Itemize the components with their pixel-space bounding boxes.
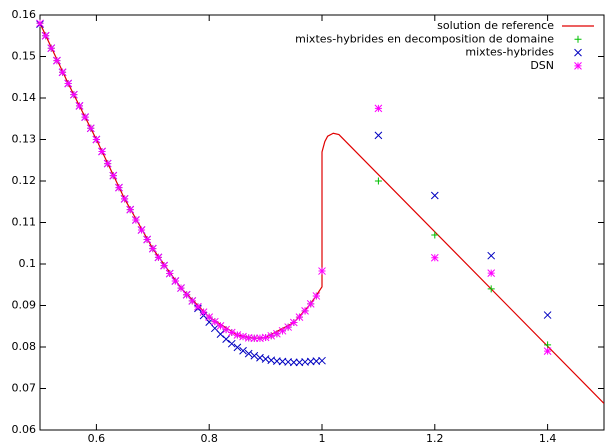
x-tick-label: 1.4 (539, 432, 557, 445)
point (69, 90, 78, 99)
y-tick-label: 0.06 (12, 423, 37, 436)
point (374, 104, 383, 113)
point (284, 323, 293, 331)
x-tick-label: 0.6 (88, 432, 106, 445)
y-tick-label: 0.14 (12, 91, 37, 104)
point (53, 56, 61, 65)
point (431, 231, 439, 239)
legend-label: mixtes-hybrides (465, 46, 554, 59)
point (171, 277, 180, 285)
point (109, 171, 118, 180)
point (86, 124, 95, 133)
point (256, 334, 264, 343)
point (64, 79, 73, 88)
point (430, 253, 439, 262)
point (430, 191, 439, 200)
point (92, 135, 101, 144)
point (177, 284, 185, 292)
point (210, 317, 219, 326)
point (143, 235, 152, 244)
point (205, 313, 214, 321)
y-tick-label: 0.07 (12, 382, 37, 395)
point (160, 261, 168, 270)
point (47, 44, 56, 53)
point (244, 334, 253, 342)
point (374, 177, 382, 185)
point (58, 68, 67, 77)
y-tick-label: 0.08 (12, 340, 37, 353)
point (98, 147, 106, 156)
point (543, 311, 552, 319)
point (182, 290, 191, 299)
y-tick-label: 0.15 (12, 50, 37, 63)
point (36, 19, 44, 28)
point (273, 329, 281, 338)
point (261, 333, 270, 342)
point (487, 285, 495, 293)
point (295, 313, 304, 321)
point (250, 351, 259, 360)
point (194, 302, 202, 311)
point (103, 159, 112, 168)
point (216, 321, 225, 330)
point (132, 216, 140, 224)
legend-swatch (574, 48, 582, 57)
point (222, 335, 230, 343)
point (148, 244, 157, 253)
point (233, 343, 242, 352)
y-tick-label: 0.12 (12, 174, 37, 187)
point (289, 318, 298, 327)
point (312, 292, 321, 300)
legend-label: solution de reference (437, 19, 554, 32)
x-tick-label: 1.2 (426, 432, 444, 445)
x-tick-label: 0.8 (200, 432, 218, 445)
point (487, 251, 496, 260)
point (544, 341, 552, 349)
point (318, 267, 326, 275)
point (278, 326, 287, 335)
legend-swatch (574, 62, 582, 70)
point (250, 334, 259, 343)
point (267, 331, 276, 340)
y-tick-label: 0.1 (19, 257, 37, 270)
point (188, 297, 197, 305)
point (222, 325, 230, 334)
point (154, 253, 163, 262)
point (289, 358, 298, 367)
legend-swatch (574, 35, 582, 43)
legend-label: mixtes-hybrides en decomposition de doma… (295, 32, 554, 45)
point (318, 356, 326, 365)
point (244, 349, 253, 358)
point (165, 269, 174, 278)
point (137, 226, 146, 234)
point (115, 183, 123, 192)
point (199, 308, 208, 316)
point (233, 331, 242, 339)
point (81, 113, 89, 121)
point (75, 102, 84, 110)
y-tick-label: 0.13 (12, 133, 37, 146)
plot-frame (39, 14, 605, 431)
point (543, 347, 552, 356)
legend-label: DSN (530, 59, 554, 72)
point (227, 339, 236, 348)
point (126, 205, 135, 214)
point (227, 328, 236, 337)
point (239, 332, 247, 341)
point (374, 131, 383, 140)
point (487, 269, 496, 277)
point (306, 299, 315, 308)
y-tick-label: 0.16 (12, 8, 37, 21)
y-tick-label: 0.11 (12, 216, 37, 229)
x-tick-label: 1 (319, 432, 326, 445)
point (301, 307, 309, 315)
point (41, 31, 50, 40)
point (239, 346, 247, 355)
y-tick-label: 0.09 (12, 299, 37, 312)
point (120, 194, 129, 203)
